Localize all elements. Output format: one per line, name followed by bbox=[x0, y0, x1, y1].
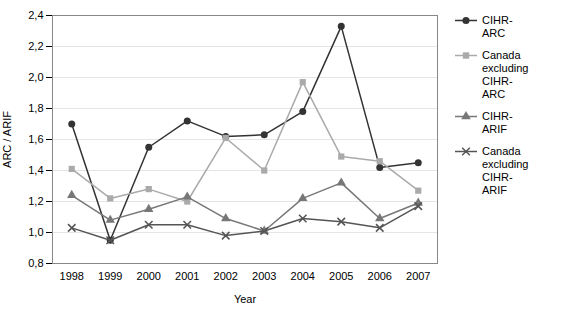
svg-text:1,4: 1,4 bbox=[28, 164, 43, 176]
svg-text:2007: 2007 bbox=[406, 270, 430, 282]
svg-text:2,4: 2,4 bbox=[28, 9, 43, 21]
svg-text:1998: 1998 bbox=[60, 270, 84, 282]
svg-text:Year: Year bbox=[234, 293, 257, 305]
html-text:Canada excluding CIHR- ARIF: Canada excluding CIHR- ARIF bbox=[482, 145, 529, 196]
svg-text:0,8: 0,8 bbox=[28, 257, 43, 269]
html-text:Canada excluding CIHR- ARC: Canada excluding CIHR- ARC bbox=[482, 49, 529, 100]
svg-text:1,6: 1,6 bbox=[28, 133, 43, 145]
html-text:CIHR- ARC: CIHR- ARC bbox=[482, 14, 513, 39]
svg-text:1,0: 1,0 bbox=[28, 226, 43, 238]
svg-text:2000: 2000 bbox=[137, 270, 161, 282]
svg-text:2005: 2005 bbox=[329, 270, 353, 282]
html-text:CIHR- ARIF: CIHR- ARIF bbox=[482, 110, 513, 135]
svg-text:2002: 2002 bbox=[214, 270, 238, 282]
svg-text:ARC / ARIF: ARC / ARIF bbox=[1, 111, 13, 168]
svg-text:2001: 2001 bbox=[175, 270, 199, 282]
svg-text:2,0: 2,0 bbox=[28, 71, 43, 83]
svg-text:2,2: 2,2 bbox=[28, 40, 43, 52]
svg-text:1,2: 1,2 bbox=[28, 195, 43, 207]
svg-text:2006: 2006 bbox=[368, 270, 392, 282]
svg-text:2004: 2004 bbox=[291, 270, 315, 282]
svg-text:2003: 2003 bbox=[252, 270, 276, 282]
svg-text:1,8: 1,8 bbox=[28, 102, 43, 114]
svg-text:1999: 1999 bbox=[98, 270, 122, 282]
